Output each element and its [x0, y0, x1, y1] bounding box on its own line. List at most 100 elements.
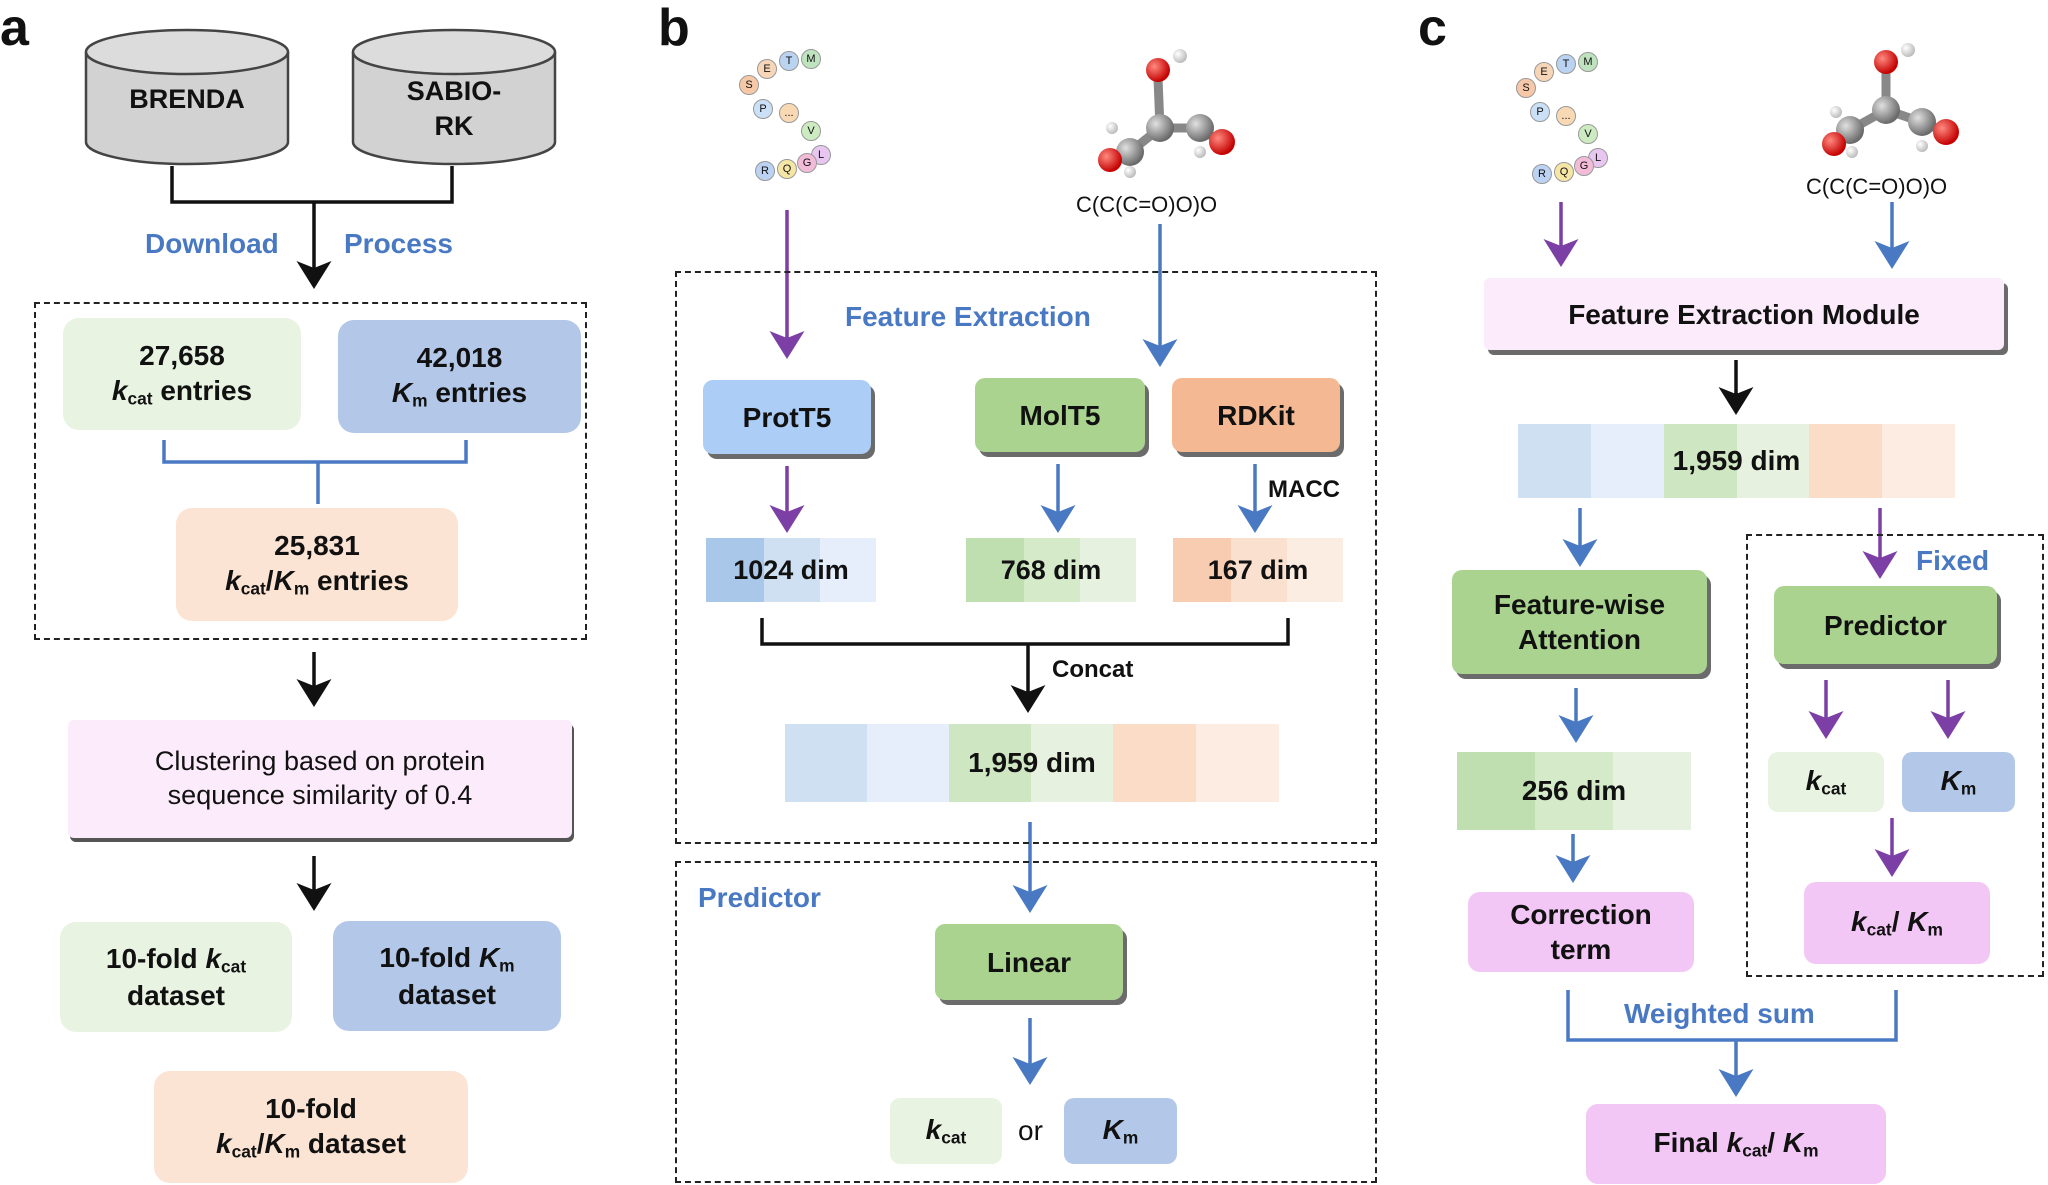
bar-1959c-seg: [1737, 424, 1809, 498]
bar-1959-seg: [1113, 724, 1196, 802]
feature-extraction-label: Feature Extraction: [845, 301, 1091, 332]
panel-c-letter: c: [1418, 0, 1447, 57]
final-box: Final kcat/ Km: [1586, 1104, 1886, 1184]
kcat-entries-count: 27,658: [139, 339, 225, 371]
km-dataset-line2: dataset: [397, 979, 497, 1010]
bar-1024-seg: [820, 538, 876, 602]
kcatkm-dataset-line1: 10-fold: [265, 1092, 357, 1124]
bar-1959c-seg: [1809, 424, 1882, 498]
weighted-bracket: [1566, 990, 1898, 1097]
bar-1959c-seg: [1882, 424, 1955, 498]
amino-acid-bubble: P: [753, 99, 773, 119]
sabio-cylinder: [351, 28, 557, 166]
weighted-sum-label: Weighted sum: [1624, 998, 1815, 1029]
smiles-b: C(C(C=O)O)O: [1076, 192, 1218, 217]
correction-box: Correction term: [1468, 892, 1694, 972]
correction-line2: term: [1550, 934, 1612, 965]
amino-acid-bubble: Q: [1554, 162, 1574, 182]
amino-acid-bubble: V: [801, 121, 821, 141]
bar-768: 768 dim: [966, 538, 1136, 602]
kcat-dataset-line1: 10-fold kcat: [105, 942, 247, 977]
entries-bracket: [162, 440, 468, 504]
download-label: Download: [145, 228, 279, 259]
kcatkm-entries-count: 25,831: [274, 530, 360, 562]
km-entries-label: Km entries: [391, 377, 528, 411]
km-output-c: Km: [1902, 752, 2015, 812]
amino-acid-bubble: Q: [777, 159, 797, 179]
prott5-box: ProtT5: [703, 380, 871, 454]
feature-extraction-group: [675, 271, 1377, 844]
panel-a-dashed-group: [34, 302, 587, 640]
bar-1959-seg: [867, 724, 949, 802]
bar-1024-seg: [706, 538, 764, 602]
clustering-line1: Clustering based on protein: [154, 746, 486, 777]
bar-1024-label: 1024 dim: [733, 554, 849, 585]
correction-line1: Correction: [1510, 899, 1652, 930]
amino-acid-bubble: M: [1578, 52, 1598, 72]
db-bracket: [170, 166, 454, 289]
panel-b-letter: b: [658, 0, 690, 57]
bar-167-label: 167 dim: [1207, 554, 1309, 585]
km-dataset-line1: 10-fold Km: [379, 941, 515, 976]
fixed-label: Fixed: [1916, 545, 1990, 576]
or-label: or: [1018, 1115, 1043, 1146]
bar-1024-seg: [764, 538, 820, 602]
attention-line2: Attention: [1518, 624, 1641, 655]
predictor-label-b: Predictor: [698, 882, 821, 913]
kcatkm-entries-label: kcat/Km entries: [225, 565, 409, 599]
bar-1959-seg: [1031, 724, 1113, 802]
kcatkm-dataset-box: 10-fold kcat/Km dataset: [154, 1071, 468, 1183]
amino-acid-bubble: S: [1516, 78, 1536, 98]
attention-line1: Feature-wise: [1493, 589, 1666, 620]
kcat-output-b: kcat: [890, 1098, 1002, 1164]
fixed-group: [1746, 534, 2044, 977]
bar-167-seg: [1173, 538, 1231, 602]
kcat-dataset-line2: dataset: [126, 980, 226, 1011]
kcatkm-entries-box: 25,831 kcat/Km entries: [176, 508, 458, 621]
smiles-c: C(C(C=O)O)O: [1806, 174, 1948, 199]
attention-box: Feature-wise Attention: [1452, 570, 1707, 674]
bar-256: 256 dim: [1457, 752, 1691, 830]
panel-a-letter: a: [0, 0, 29, 57]
bar-1959-b-label: 1,959 dim: [968, 747, 1096, 778]
bar-1959c-seg: [1518, 424, 1591, 498]
bar-256-seg: [1457, 752, 1535, 830]
clustering-box: Clustering based on protein sequence sim…: [68, 720, 572, 838]
macc-label: MACC: [1268, 476, 1340, 503]
bar-768-seg: [966, 538, 1024, 602]
kcat-entries-label: kcat entries: [111, 374, 253, 409]
sabio-line2: RK: [434, 111, 474, 142]
bar-256-seg: [1613, 752, 1691, 830]
bar-256-seg: [1535, 752, 1613, 830]
bar-1959-c: 1,959 dim: [1518, 424, 1955, 498]
kcatkm-dataset-line2: kcat/Km dataset: [216, 1127, 406, 1162]
bar-256-label: 256 dim: [1521, 775, 1627, 806]
km-entries-count: 42,018: [416, 342, 503, 374]
kcat-entries-box: 27,658 kcat entries: [63, 318, 301, 430]
molt5-box: MolT5: [975, 378, 1145, 452]
bar-1959-b: 1,959 dim: [785, 724, 1279, 802]
sequence-icon-b: E T M S P... V L R Q G: [735, 45, 845, 195]
concat-bracket: [760, 618, 1290, 713]
amino-acid-bubble: V: [1578, 124, 1598, 144]
sabio-label: SABIO- RK: [353, 74, 555, 144]
bar-1959-seg: [1196, 724, 1279, 802]
predictor-group: [675, 861, 1377, 1183]
linear-box: Linear: [935, 924, 1123, 1000]
amino-acid-bubble: R: [1532, 164, 1552, 184]
amino-acid-bubble: S: [739, 75, 759, 95]
clustering-line2: sequence similarity of 0.4: [167, 780, 473, 810]
km-output-b: Km: [1064, 1098, 1177, 1164]
feature-module-box: Feature Extraction Module: [1484, 278, 2004, 350]
bar-768-seg: [1024, 538, 1080, 602]
bar-1959c-seg: [1591, 424, 1664, 498]
amino-acid-bubble: G: [797, 153, 817, 173]
amino-acid-bubble: T: [779, 51, 799, 71]
bar-768-seg: [1080, 538, 1136, 602]
bar-167-seg: [1231, 538, 1287, 602]
bar-167-seg: [1287, 538, 1343, 602]
brenda-label: BRENDA: [129, 84, 245, 114]
kcat-output-c: kcat: [1768, 752, 1884, 812]
sabio-line1: SABIO-: [406, 76, 502, 106]
brenda-cylinder: [84, 28, 290, 166]
